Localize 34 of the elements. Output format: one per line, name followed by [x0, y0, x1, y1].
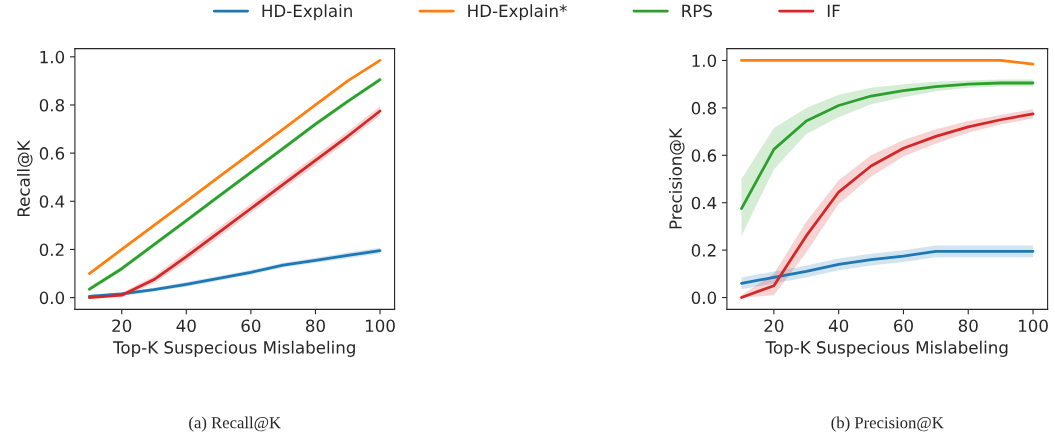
y-tick-label: 0.4 [691, 196, 717, 210]
y-tick-label: 0.2 [39, 243, 64, 257]
x-tick-label: 20 [764, 319, 784, 333]
x-tick-label: 80 [305, 319, 325, 333]
y-tick-label: 0.8 [39, 98, 65, 112]
x-axis-title: Top-K Suspecious Mislabeling [765, 340, 1008, 357]
y-axis-title: Recall@K [16, 140, 33, 217]
legend-label: HD-Explain* [468, 4, 567, 21]
text: (a) Recall@K [189, 416, 281, 432]
y-axis-title: Precision@K [668, 127, 685, 229]
x-tick-label: 80 [958, 319, 978, 333]
legend-label: RPS [682, 4, 712, 18]
x-tick-label: 60 [894, 319, 913, 333]
y-tick-label: 0.6 [691, 149, 717, 162]
x-tick-label: 100 [365, 319, 395, 333]
x-tick-label: 40 [828, 319, 849, 333]
y-tick-label: 1.0 [40, 50, 65, 64]
y-tick-label: 0.4 [39, 195, 65, 208]
text: (b) Precision@K [831, 416, 944, 432]
y-tick-label: 0.0 [39, 291, 65, 305]
line-series [88, 59, 382, 275]
line-series [740, 81, 1035, 211]
y-tick-label: 0.6 [39, 147, 65, 160]
y-tick-label: 0.8 [691, 101, 717, 115]
x-tick-label: 100 [1018, 319, 1048, 333]
y-tick-label: 0.0 [691, 291, 717, 305]
x-tick-label: 20 [112, 319, 132, 333]
x-tick-label: 60 [241, 319, 261, 333]
y-tick-label: 0.2 [691, 244, 716, 257]
y-tick-label: 1.0 [692, 54, 717, 68]
legend-label: IF [827, 4, 840, 17]
x-tick-label: 40 [176, 319, 196, 333]
x-axis-title: Top-K Suspecious Mislabeling [113, 340, 355, 357]
legend-label: HD-Explain [262, 4, 352, 21]
